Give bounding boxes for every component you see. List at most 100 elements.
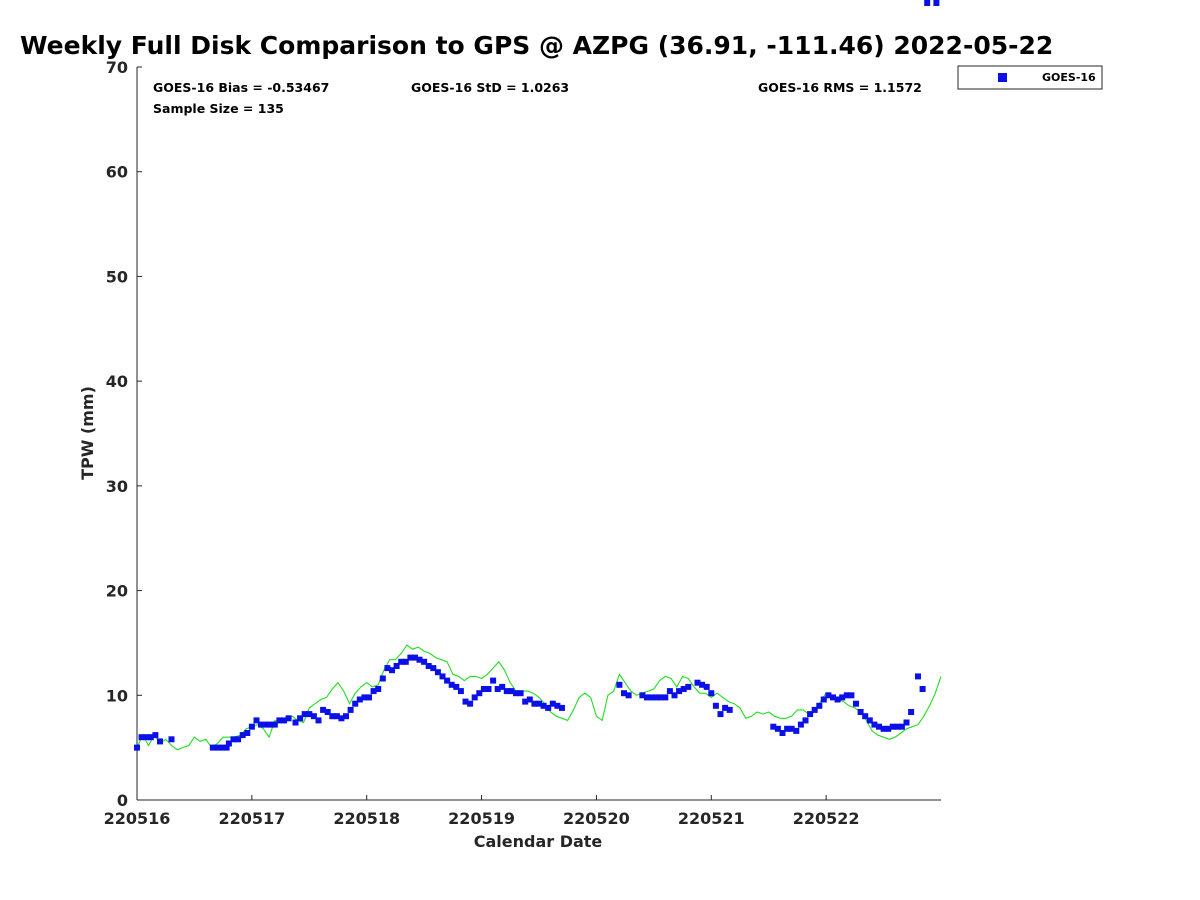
goes16-point <box>653 694 660 701</box>
goes16-point <box>830 694 836 701</box>
goes16-point <box>476 690 483 697</box>
goes16-point <box>262 721 269 728</box>
goes16-point <box>549 700 556 707</box>
goes16-point <box>770 723 777 730</box>
goes16-point <box>559 704 565 711</box>
goes16-point <box>448 681 455 688</box>
goes16-point <box>225 740 232 747</box>
goes16-point <box>480 686 487 692</box>
goes16-point <box>343 713 349 720</box>
goes16-point <box>779 730 786 736</box>
goes16-point <box>375 686 382 692</box>
goes16-point <box>143 734 150 741</box>
goes16-point <box>898 723 905 730</box>
goes16-point <box>412 654 418 661</box>
goes16-point <box>625 692 632 699</box>
goes16-point <box>853 700 859 707</box>
goes16-point <box>924 0 931 6</box>
sample-size-stat: Sample Size = 135 <box>153 101 284 116</box>
y-tick-label: 30 <box>106 477 128 496</box>
goes16-point <box>880 725 887 732</box>
goes16-point <box>545 704 552 711</box>
goes16-point <box>361 694 368 701</box>
goes16-point <box>919 686 926 692</box>
goes16-point <box>384 665 391 672</box>
goes16-point <box>708 690 715 697</box>
goes16-point <box>797 721 804 728</box>
y-tick-label: 50 <box>106 267 128 286</box>
plot-area <box>136 67 941 801</box>
goes16-point <box>214 744 221 751</box>
goes16-point <box>347 706 354 713</box>
goes16-point <box>329 713 336 720</box>
goes16-point <box>425 663 432 669</box>
goes16-point <box>554 702 561 709</box>
goes16-point <box>933 0 940 6</box>
goes16-point <box>315 717 322 724</box>
goes16-point <box>444 677 451 684</box>
goes16-point <box>292 719 299 726</box>
goes16-point <box>717 711 724 718</box>
goes16-point <box>366 694 372 701</box>
goes16-point <box>531 700 538 707</box>
y-tick-label: 70 <box>106 58 128 77</box>
goes16-point <box>258 721 264 728</box>
goes16-point <box>152 732 159 739</box>
goes16-point <box>536 700 542 707</box>
goes16-point <box>712 702 719 709</box>
goes16-point <box>915 673 921 680</box>
goes16-point <box>848 692 855 699</box>
legend-marker-goes16 <box>998 73 1007 82</box>
goes16-point <box>522 698 529 705</box>
rms-stat: GOES-16 RMS = 1.1572 <box>758 80 922 95</box>
goes16-point <box>784 725 791 732</box>
goes16-point <box>843 692 850 699</box>
goes16-point <box>517 690 524 697</box>
y-tick-label: 10 <box>106 686 128 705</box>
goes16-point <box>699 681 706 688</box>
goes16-point <box>503 688 510 695</box>
goes16-point <box>389 667 395 674</box>
goes16-point <box>694 679 701 686</box>
goes16-point <box>908 709 915 715</box>
goes16-point <box>648 694 655 701</box>
goes16-point <box>333 713 340 720</box>
goes16-point <box>398 658 405 665</box>
goes16-point <box>157 738 163 745</box>
goes16-point <box>244 730 251 736</box>
goes16-point <box>235 736 242 743</box>
goes16-point <box>439 673 446 680</box>
goes16-point <box>871 721 878 728</box>
goes16-point <box>876 723 882 730</box>
goes16-point <box>862 713 869 720</box>
goes16-point <box>230 736 237 743</box>
goes16-point <box>219 744 225 751</box>
legend: GOES-16 <box>957 65 1103 90</box>
goes16-point <box>616 681 623 688</box>
goes16-point <box>657 694 664 701</box>
gps-series <box>136 644 942 751</box>
goes16-point <box>816 702 823 709</box>
goes16-point <box>306 711 313 718</box>
goes16-point <box>248 723 255 730</box>
goes16-point <box>320 706 327 713</box>
y-ticks: 0 10 20 30 40 50 60 70 <box>106 58 142 810</box>
goes16-point <box>485 686 492 692</box>
x-ticks: 220516 220517 220518 220519 220520 220521 2205… <box>104 795 860 828</box>
goes16-point <box>453 683 460 690</box>
goes16-point <box>513 690 519 697</box>
legend-label-goes16: GOES-16 <box>1042 71 1096 84</box>
goes16-point <box>168 736 175 743</box>
x-tick-label: 220519 <box>448 809 515 828</box>
goes16-point <box>393 663 400 669</box>
goes16-point <box>825 692 832 699</box>
goes16-point <box>526 696 533 703</box>
y-tick-label: 60 <box>106 163 128 182</box>
goes16-point <box>839 694 846 701</box>
goes16-point <box>793 727 800 734</box>
gps-series-line <box>136 644 942 751</box>
goes16-point <box>703 683 710 690</box>
goes16-point <box>281 717 287 724</box>
std-stat: GOES-16 StD = 1.0263 <box>411 80 569 95</box>
goes16-point <box>416 656 423 663</box>
